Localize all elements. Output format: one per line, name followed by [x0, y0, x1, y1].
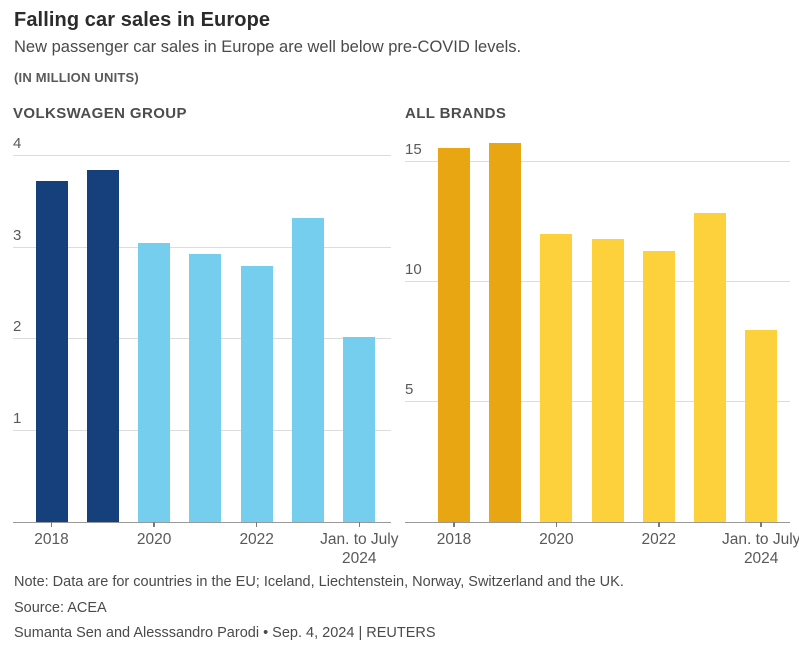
page-title: Falling car sales in Europe: [14, 9, 271, 31]
y-tick-label-3: 3: [13, 226, 22, 244]
x-axis-tick: [658, 522, 660, 527]
bar-2019: [86, 169, 119, 522]
x-tick-label: Jan. to July 2024: [294, 531, 424, 568]
y-tick-label-1: 1: [13, 409, 22, 427]
x-axis-baseline: [13, 521, 391, 523]
bar-2018: [438, 148, 470, 522]
x-tick-label-line: 2018: [34, 531, 69, 548]
x-axis-tick: [358, 522, 361, 527]
x-axis-tick: [50, 522, 53, 527]
units-label: (IN MILLION UNITS): [14, 70, 139, 85]
x-tick-label-line: Jan. to July: [721, 531, 799, 548]
volkswagen-group-chart: VOLKSWAGEN GROUP 1 2 3 4 2018 2020 2022 Jan. to…: [13, 103, 399, 583]
chart-title-all-brands: ALL BRANDS: [405, 105, 507, 122]
y-tick-label-15: 15: [405, 141, 422, 159]
x-tick-label-line: 2020: [539, 531, 574, 548]
x-axis-tick: [153, 522, 155, 527]
gridline-y-15: [405, 161, 790, 163]
x-tick-label: 2018: [0, 531, 117, 550]
x-tick-label-line: 2022: [641, 531, 677, 548]
x-tick-label: 2018: [389, 531, 519, 550]
all-brands-chart: ALL BRANDS 5 10 15 2018 2020 2022 Jan. to July…: [405, 103, 799, 583]
bar-Jan. to July 2024: [745, 330, 778, 522]
x-tick-label: 2020: [89, 531, 219, 550]
bar-2021: [189, 254, 222, 522]
x-tick-label-line: 2024: [342, 549, 377, 567]
x-tick-label: 2020: [491, 531, 621, 550]
chart-title-volkswagen: VOLKSWAGEN GROUP: [13, 105, 187, 122]
bar-2020: [138, 243, 171, 522]
bar-2020: [540, 234, 573, 522]
volkswagen-plot-area: 1 2 3 4 2018 2020 2022 Jan. to July 2024: [13, 135, 399, 567]
all-brands-plot-area: 5 10 15 2018 2020 2022 Jan. to July 2024: [405, 136, 799, 567]
x-tick-label-line: 2024: [743, 549, 779, 567]
x-axis-tick: [255, 522, 258, 527]
note-text: Note: Data are for countries in the EU; …: [14, 574, 624, 590]
byline-text: Sumanta Sen and Alesssandro Parodi • Sep…: [14, 625, 436, 641]
y-tick-label-5: 5: [405, 381, 414, 399]
x-axis-tick: [453, 522, 455, 527]
bar-2023: [292, 218, 324, 522]
x-axis-tick: [760, 522, 762, 527]
x-tick-label: 2022: [192, 531, 322, 550]
y-tick-label-2: 2: [13, 318, 22, 336]
bar-2018: [35, 180, 68, 522]
bar-2023: [694, 212, 726, 522]
page-subtitle: New passenger car sales in Europe are we…: [14, 38, 522, 56]
gridline-y-3: [13, 246, 391, 248]
x-tick-label-line: 2020: [136, 531, 172, 548]
gridline-y-4: [13, 155, 391, 157]
x-axis-tick: [555, 522, 558, 527]
x-tick-label-line: 2018: [436, 531, 472, 548]
x-tick-label: Jan. to July 2024: [696, 531, 799, 568]
bar-Jan. to July 2024: [343, 337, 376, 522]
bar-2022: [240, 265, 273, 522]
x-tick-label-line: Jan. to July: [320, 531, 399, 548]
y-tick-label-4: 4: [13, 135, 22, 153]
bar-2019: [489, 143, 522, 522]
x-tick-label: 2022: [594, 531, 724, 550]
bar-2021: [591, 239, 624, 522]
footer: Note: Data are for countries in the EU; …: [14, 574, 624, 651]
x-tick-label-line: 2022: [239, 531, 274, 548]
source-text: Source: ACEA: [14, 599, 107, 616]
y-tick-label-10: 10: [405, 261, 422, 279]
x-axis-baseline: [405, 521, 790, 523]
bar-2022: [642, 251, 675, 522]
